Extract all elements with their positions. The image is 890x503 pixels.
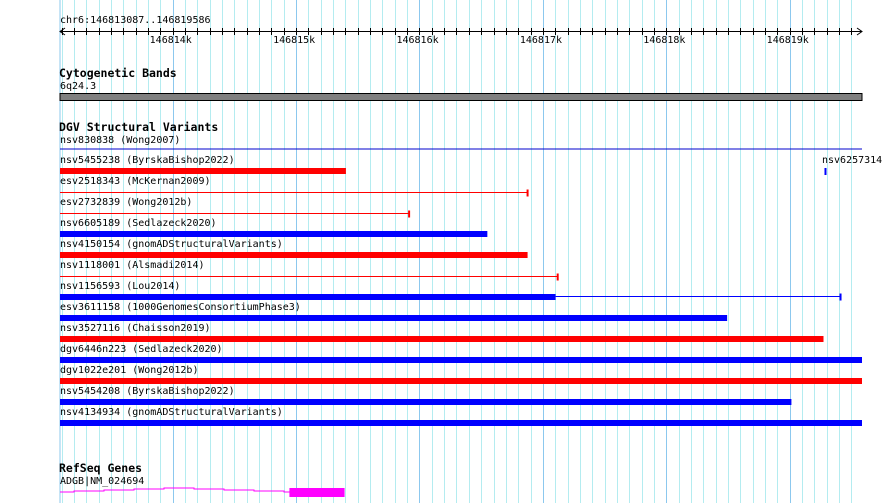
side-feature-label[interactable]: nsv6257314 (822, 155, 883, 166)
gene-label[interactable]: ADGB|NM_024694 (60, 476, 145, 487)
variant-feature[interactable] (60, 168, 346, 174)
ruler-tick-label: 146819k (766, 35, 809, 46)
variant-label[interactable]: nsv3527116 (Chaisson2019) (60, 323, 211, 334)
location-label: chr6:146813087..146819586 (60, 15, 211, 26)
cytoband-track-title[interactable]: Cytogenetic Bands (59, 66, 177, 80)
variant-feature[interactable] (60, 420, 862, 426)
variant-label[interactable]: esv2732839 (Wong2012b) (60, 197, 193, 208)
gene-intron-line[interactable] (60, 487, 298, 493)
variant-label[interactable]: nsv1118001 (Alsmadi2014) (60, 260, 205, 271)
variant-feature[interactable] (60, 252, 528, 258)
variant-label[interactable]: nsv6605189 (Sedlazeck2020) (60, 218, 217, 229)
variant-label[interactable]: esv3611158 (1000GenomesConsortiumPhase3) (60, 302, 301, 313)
cytoband-label: 6q24.3 (60, 81, 97, 92)
side-variant-feature[interactable] (824, 168, 827, 175)
variant-feature[interactable] (60, 315, 728, 321)
ruler-tick-label: 146817k (519, 35, 563, 46)
variant-label[interactable]: nsv1156593 (Lou2014) (60, 281, 181, 292)
cytoband-bar[interactable] (59, 93, 863, 101)
variant-end-tick (839, 293, 842, 301)
variant-feature[interactable] (60, 357, 862, 363)
refseq-track-title[interactable]: RefSeq Genes (59, 461, 143, 475)
ruler-tick-label: 146815k (273, 35, 316, 46)
variant-label[interactable]: nsv4150154 (gnomADStructuralVariants) (60, 239, 283, 250)
variant-label[interactable]: nsv4134934 (gnomADStructuralVariants) (60, 407, 283, 418)
ruler-tick-label: 146818k (643, 35, 686, 46)
variant-label[interactable]: esv2518343 (McKernan2009) (60, 176, 211, 187)
dgv-track-title[interactable]: DGV Structural Variants (59, 120, 219, 134)
variant-end-tick (556, 273, 559, 281)
variant-end-tick (526, 189, 529, 197)
variant-label[interactable]: nsv830838 (Wong2007) (60, 135, 181, 146)
variant-feature[interactable] (60, 336, 824, 342)
variant-label[interactable]: nsv5454208 (ByrskaBishop2022) (60, 386, 235, 397)
gene-exon[interactable] (289, 488, 345, 497)
ruler-tick-label: 146816k (396, 35, 439, 46)
variant-feature[interactable] (60, 294, 556, 300)
variant-feature[interactable] (60, 378, 862, 384)
variant-label[interactable]: nsv5455238 (ByrskaBishop2022) (60, 155, 235, 166)
variant-feature[interactable] (60, 399, 792, 405)
variant-label[interactable]: dgv6446n223 (Sedlazeck2020) (60, 344, 223, 355)
variant-feature[interactable] (60, 231, 488, 237)
variant-label[interactable]: dgv1022e201 (Wong2012b) (60, 365, 199, 376)
variant-end-tick (408, 210, 411, 218)
right-arrow-icon (856, 27, 863, 36)
left-arrow-icon (59, 27, 66, 36)
ruler-tick-label: 146814k (149, 35, 192, 46)
